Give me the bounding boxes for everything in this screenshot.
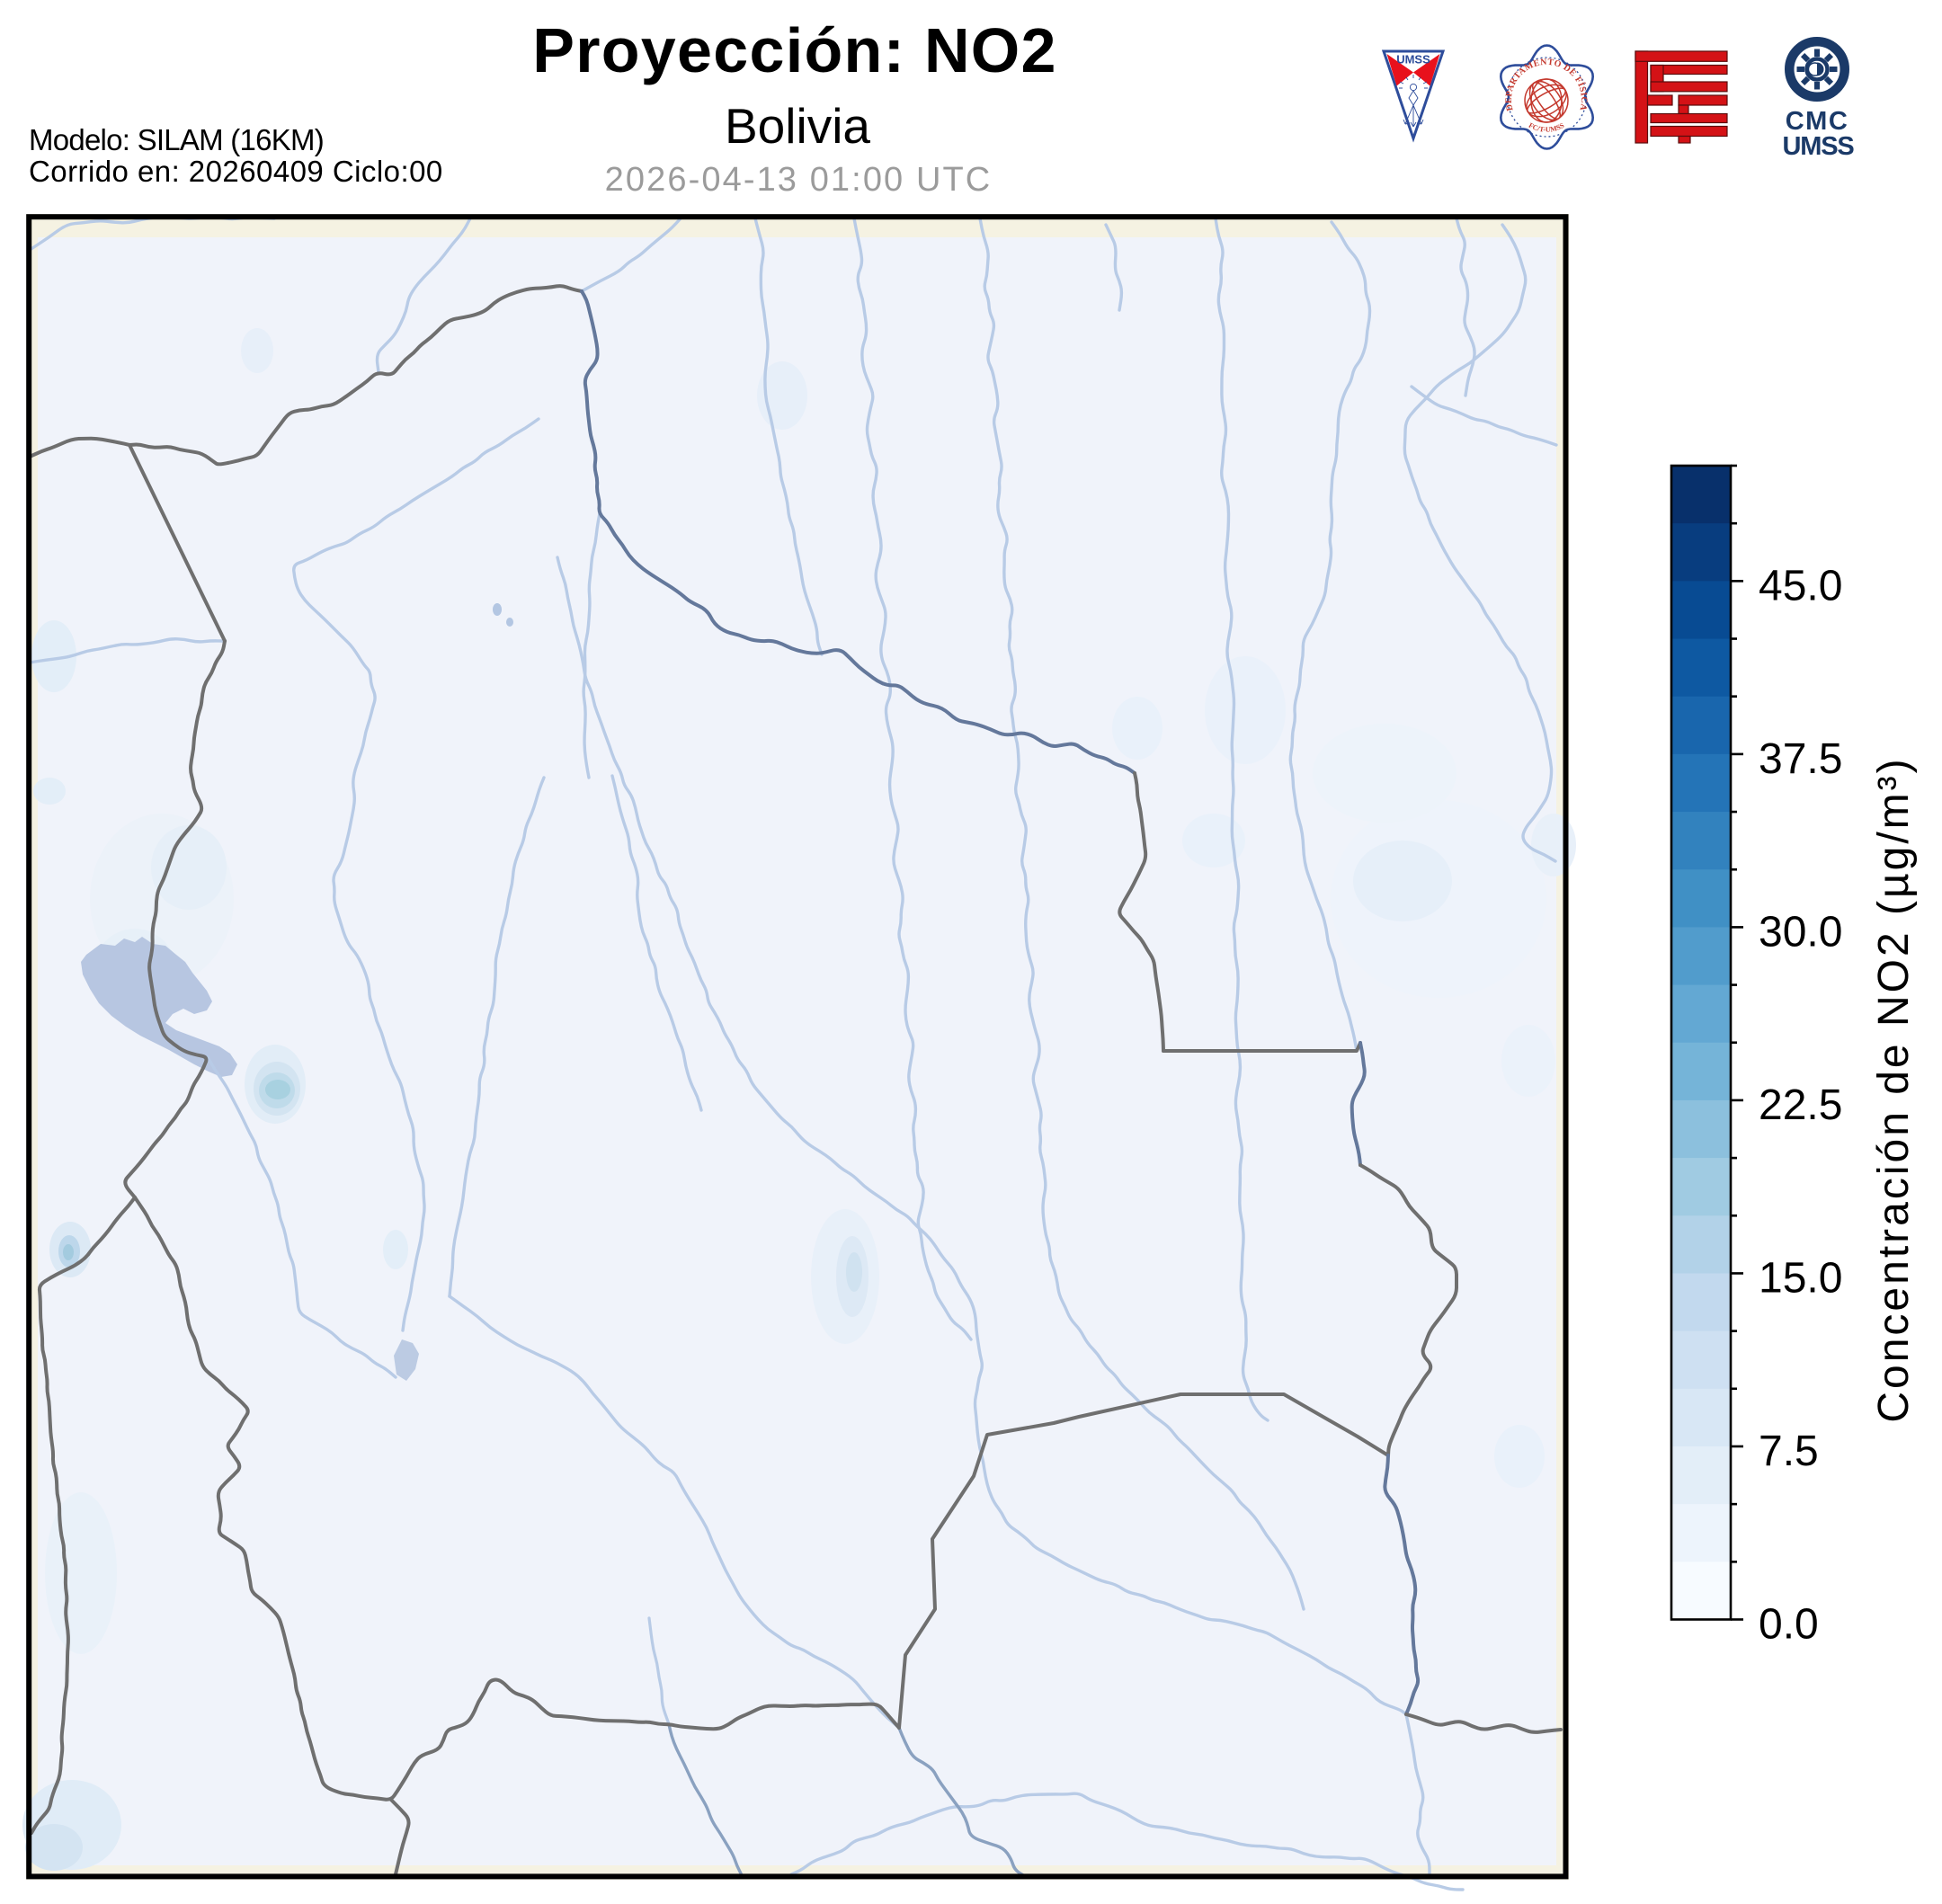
svg-text:15.0: 15.0 [1759, 1254, 1842, 1302]
svg-text:45.0: 45.0 [1759, 562, 1842, 609]
svg-text:CMC: CMC [1786, 107, 1849, 136]
svg-text:7.5: 7.5 [1759, 1428, 1819, 1475]
svg-text:22.5: 22.5 [1759, 1081, 1842, 1129]
svg-text:0.0: 0.0 [1759, 1601, 1819, 1649]
svg-text:37.5: 37.5 [1759, 735, 1842, 783]
svg-text:UMSS: UMSS [1783, 132, 1855, 161]
svg-text:30.0: 30.0 [1759, 908, 1842, 956]
svg-text:Concentración de NO2 (µg/m³): Concentración de NO2 (µg/m³) [1870, 756, 1918, 1422]
svg-text:UMSS: UMSS [1396, 53, 1430, 67]
